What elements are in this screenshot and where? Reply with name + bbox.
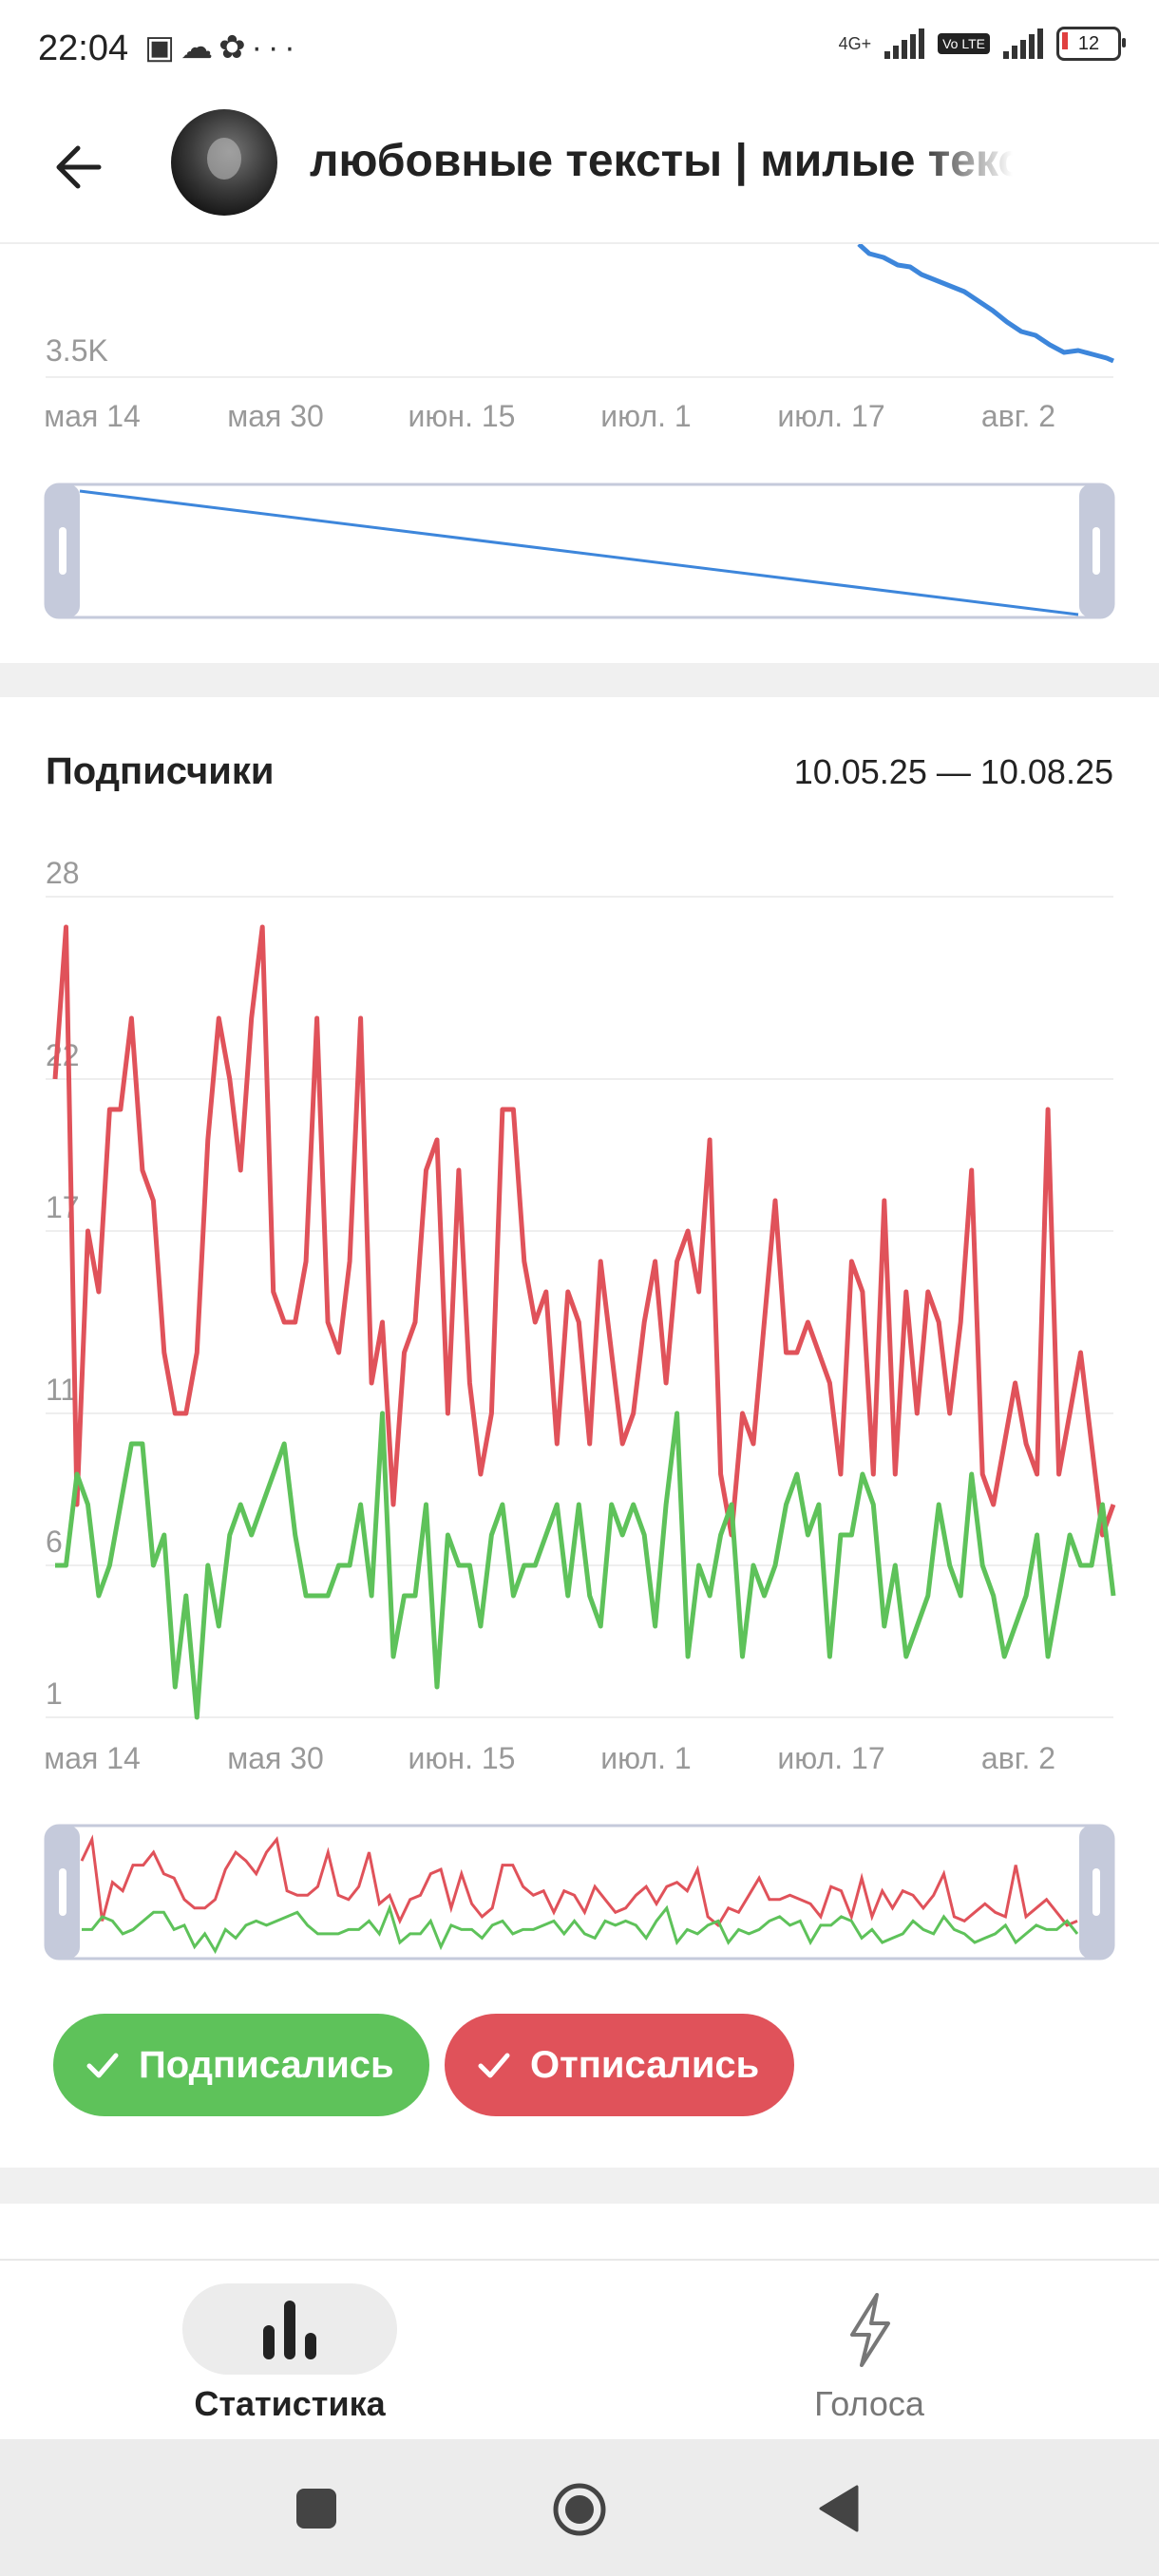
x-tick-label: июл. 1 [600, 399, 691, 433]
next-card-top [0, 2204, 1159, 2259]
more-dots-icon: ··· [251, 29, 301, 66]
x-tick-label: мая 14 [44, 399, 141, 433]
x-tick-label: мая 14 [44, 1741, 141, 1775]
system-navigation-bar [0, 2439, 1159, 2576]
x-tick-label: июн. 15 [408, 399, 516, 433]
channel-avatar[interactable] [171, 109, 277, 216]
series-line-unsubscribed [52, 924, 1116, 1538]
y-tick-label: 11 [46, 1373, 77, 1407]
status-right-icons: 4G+ Vo LTE 12 [838, 27, 1126, 61]
battery-saver-icon: ▣ [144, 29, 181, 66]
network-type-label: 4G+ [838, 34, 872, 53]
top-navigator-line [79, 489, 1079, 616]
followers-chart-card: 3.5K мая 14 мая 30 июн. 15 июл. 1 июл. 17 авг… [0, 242, 1159, 662]
top-chart-y-tick: 3.5K [46, 333, 108, 368]
x-tick-label: июл. 17 [777, 1741, 884, 1775]
y-tick-label: 22 [46, 1038, 80, 1072]
top-chart-x-axis: мая 14 мая 30 июн. 15 июл. 1 июл. 17 авг. 2 [44, 399, 1055, 433]
date-range[interactable]: 10.05.25 — 10.08.25 [793, 752, 1113, 791]
top-chart-line [857, 242, 1114, 364]
x-tick-label: мая 30 [227, 1741, 324, 1775]
x-axis: мая 14 мая 30 июн. 15 июл. 1 июл. 17 авг. 2 [44, 1741, 1055, 1775]
check-icon [86, 2053, 119, 2078]
y-tick-label: 6 [46, 1525, 63, 1559]
signal-icon [884, 28, 925, 59]
subscribers-title: Подписчики [46, 750, 275, 792]
top-handle-grip-left [59, 527, 66, 575]
lightning-icon [850, 2293, 890, 2367]
back-triangle-icon[interactable] [817, 2485, 861, 2532]
x-tick-label: июл. 1 [600, 1741, 691, 1775]
section-divider-2 [0, 2168, 1159, 2204]
app-icon: ✿ [218, 29, 252, 66]
app-bar: любовные тексты | милые тексты [0, 95, 1159, 244]
x-tick-label: авг. 2 [981, 399, 1055, 433]
x-tick-label: июн. 15 [408, 1741, 516, 1775]
navigator-line-subscribed [82, 1904, 1079, 1955]
toggle-subscribed-label: Подписались [139, 2043, 394, 2086]
handle-grip-right [1092, 1868, 1100, 1916]
status-time: 22:04 [38, 28, 129, 68]
y-tick-label: 1 [46, 1676, 63, 1711]
toggle-unsubscribed-label: Отписались [530, 2043, 760, 2086]
nav-label-statistics: Статистика [194, 2384, 386, 2423]
signal-icon-2 [1003, 28, 1043, 59]
x-tick-label: авг. 2 [981, 1741, 1055, 1775]
subscribers-chart: 28 22 17 11 6 1 мая 14 мая 30 июн. 15 июл. 1 июл.… [44, 856, 1116, 1775]
battery-icon: 12 [1056, 27, 1126, 61]
status-bar: 22:04 ▣☁✿··· 4G+ Vo LTE 12 [0, 0, 1159, 95]
top-range-navigator[interactable] [44, 483, 1115, 619]
toggle-subscribed-button[interactable]: Подписались [53, 2014, 429, 2116]
y-axis: 28 22 17 11 6 1 [46, 856, 80, 1711]
page-title: любовные тексты | милые тексты [310, 136, 1013, 186]
nav-item-statistics[interactable]: Статистика [0, 2261, 580, 2441]
series-line-subscribed [55, 1411, 1116, 1720]
top-handle-grip-right [1092, 527, 1100, 575]
back-arrow-icon[interactable] [46, 133, 114, 201]
home-circle-icon[interactable] [551, 2481, 608, 2538]
bottom-navigation: Статистика Голоса [0, 2259, 1159, 2441]
navigator-frame [44, 1824, 1115, 1960]
recents-square-icon[interactable] [294, 2487, 338, 2530]
cloud-icon: ☁ [180, 29, 219, 66]
subscribers-range-navigator[interactable] [0, 1822, 1159, 1964]
toggle-unsubscribed-button[interactable]: Отписались [445, 2014, 794, 2116]
bar-chart-icon [263, 2301, 316, 2359]
status-notification-icons: ▣☁✿··· [144, 28, 301, 66]
handle-grip-left [59, 1868, 66, 1916]
battery-level: 12 [1077, 32, 1100, 54]
section-divider [0, 663, 1159, 697]
x-tick-label: мая 30 [227, 399, 324, 433]
check-icon [478, 2053, 510, 2078]
volte-label: Vo LTE [938, 33, 990, 54]
x-tick-label: июл. 17 [777, 399, 884, 433]
chart-grid [46, 896, 1113, 1718]
y-tick-label: 28 [46, 856, 80, 890]
navigator-line-unsubscribed [80, 1834, 1078, 1928]
y-tick-label: 17 [46, 1190, 80, 1224]
nav-label-voices: Голоса [814, 2384, 924, 2423]
followers-chart: 3.5K мая 14 мая 30 июн. 15 июл. 1 июл. 17 авг… [44, 242, 1115, 619]
nav-item-voices[interactable]: Голоса [580, 2261, 1159, 2441]
